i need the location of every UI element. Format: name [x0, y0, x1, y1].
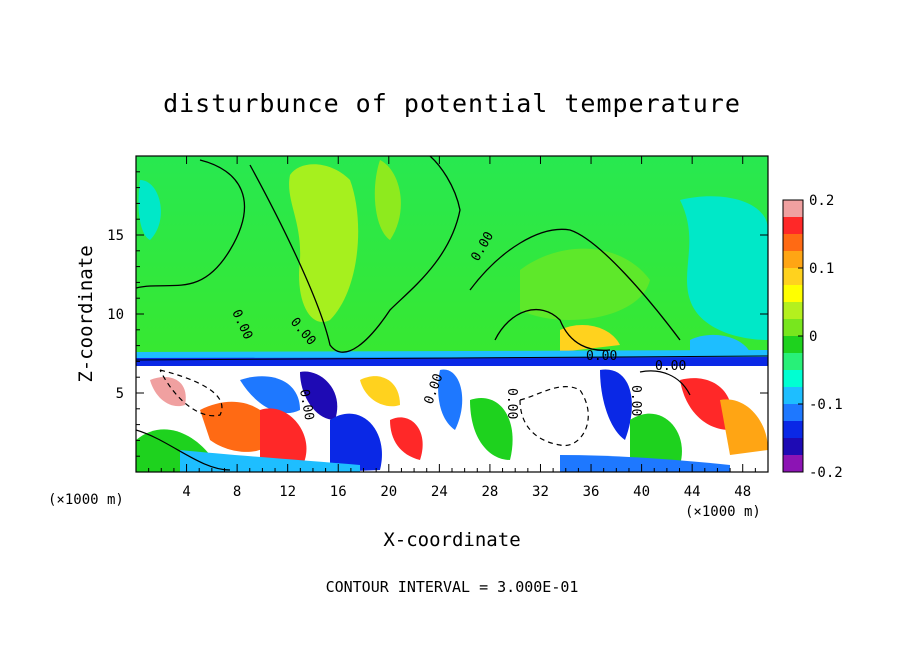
x-unit-right: (×1000 m) [685, 504, 761, 520]
x-tick-label: 12 [279, 484, 296, 500]
y-axis: 5 10 15 [107, 171, 768, 457]
x-tick-label: 28 [481, 484, 498, 500]
y-tick-label: 10 [107, 307, 124, 323]
chart-title: disturbunce of potential temperature [163, 89, 741, 118]
turbulent-eddy [600, 369, 632, 440]
contour-label: 0.00 [296, 388, 316, 421]
x-tick-label: 20 [380, 484, 397, 500]
turbulent-eddy [438, 369, 463, 430]
colorbar-swatch [783, 455, 803, 473]
colorbar-swatch [783, 336, 803, 354]
x-tick-label: 16 [330, 484, 347, 500]
turbulent-eddy [300, 371, 338, 420]
contour-label: 0.00 [586, 349, 617, 364]
contour-line [249, 156, 461, 353]
turbulent-eddy [560, 455, 730, 472]
contour-line [136, 159, 246, 289]
turbulent-eddy [390, 417, 423, 460]
x-unit-left: (×1000 m) [48, 492, 124, 508]
x-tick-label: 44 [684, 484, 701, 500]
x-tick-label: 36 [583, 484, 600, 500]
x-tick-label: 8 [233, 484, 241, 500]
y-tick-label: 15 [107, 228, 124, 244]
colorbar: 0.2 0.1 0 -0.1 -0.2 [782, 193, 843, 481]
turbulent-eddy [260, 408, 307, 472]
x-tick-label: 4 [182, 484, 190, 500]
x-tick-label: 32 [532, 484, 549, 500]
plot-area [136, 156, 768, 472]
colorbar-swatch [783, 285, 803, 303]
turbulent-eddy [520, 369, 610, 431]
x-tick-label: 40 [633, 484, 650, 500]
x-tick-label: 24 [431, 484, 448, 500]
colorbar-swatch [783, 404, 803, 422]
colorbar-swatch [783, 319, 803, 337]
colorbar-swatch [783, 370, 803, 388]
contour-line-negative [159, 369, 223, 417]
turbulent-eddy [150, 377, 186, 407]
y-axis-label: Z-coordinate [75, 245, 97, 382]
colorbar-tick-label: -0.2 [809, 465, 843, 481]
colorbar-tick-label: -0.1 [809, 397, 843, 413]
contour-line [136, 429, 231, 471]
colorbar-swatch [783, 421, 803, 439]
x-axis: 4 8 12 16 20 24 28 32 36 40 44 48 [148, 156, 756, 500]
colorbar-swatch [783, 387, 803, 405]
cold-patch [680, 196, 768, 340]
turbulent-eddy [180, 450, 360, 472]
colorbar-tick-label: 0.1 [809, 261, 834, 277]
x-tick-label: 48 [734, 484, 751, 500]
warm-spot [560, 325, 620, 352]
colorbar-tick-label: 0.2 [809, 193, 834, 209]
colorbar-swatch [783, 268, 803, 286]
cold-patch [138, 180, 161, 240]
colorbar-swatch [783, 438, 803, 456]
contour-label: 0.00 [628, 385, 643, 416]
contour-label: 0.00 [655, 359, 686, 374]
colorbar-swatch [783, 200, 803, 218]
colorbar-swatch [783, 302, 803, 320]
turbulent-eddy [360, 376, 400, 407]
contour-line [469, 228, 681, 341]
turbulent-eddy [240, 376, 300, 414]
colorbar-tick-label: 0 [809, 329, 817, 345]
colorbar-swatch [783, 251, 803, 269]
colorbar-swatch [783, 353, 803, 371]
contour-line [494, 309, 611, 351]
x-axis-label: X-coordinate [383, 529, 520, 551]
turbulent-eddy [470, 398, 513, 460]
colorbar-swatch [783, 217, 803, 235]
contour-interval-text: CONTOUR INTERVAL = 3.000E-01 [326, 578, 579, 596]
turbulent-eddy [630, 413, 682, 470]
contour-line [136, 355, 768, 361]
y-tick-label: 5 [116, 386, 124, 402]
turbulent-eddy [680, 378, 732, 430]
warm-plume [374, 160, 401, 240]
contour-line-negative [519, 386, 589, 447]
turbulent-eddy [720, 399, 768, 455]
contour-label: 0.00 [504, 388, 519, 419]
colorbar-swatch [783, 234, 803, 252]
warm-plume [289, 164, 359, 322]
turbulent-eddy [330, 413, 382, 472]
contour-line [639, 370, 691, 396]
